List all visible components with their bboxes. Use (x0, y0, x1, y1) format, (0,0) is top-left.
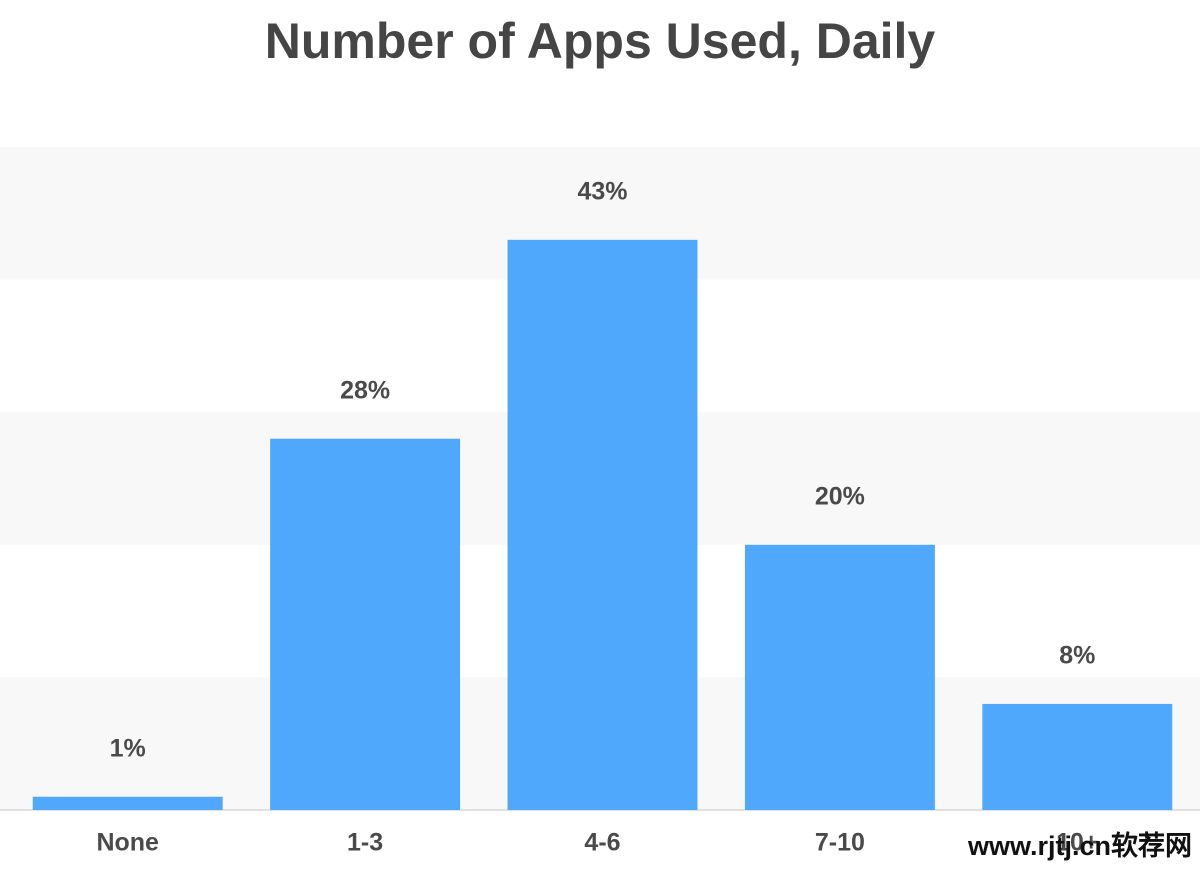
watermark: www.rjtj.cn软荐网 (967, 831, 1192, 861)
value-label: 28% (340, 376, 390, 404)
bar (507, 239, 698, 810)
x-tick-label: 10+ (1056, 829, 1098, 857)
value-label: 8% (1059, 642, 1095, 670)
value-label: 1% (110, 734, 146, 762)
x-tick-label: 1-3 (347, 829, 383, 857)
bar (32, 796, 223, 810)
x-tick-label: None (96, 829, 159, 857)
plot: 1% None 28% 1-3 43% 4-6 20% 7-10 8% 10+ (0, 177, 1200, 857)
value-label: 20% (815, 482, 865, 510)
bar (982, 703, 1173, 810)
x-tick-label: 4-6 (584, 829, 620, 857)
bar (270, 438, 461, 810)
value-label: 43% (577, 177, 627, 205)
chart-title: Number of Apps Used, Daily (265, 13, 936, 69)
x-tick-label: 7-10 (815, 829, 865, 857)
bar (744, 544, 935, 810)
